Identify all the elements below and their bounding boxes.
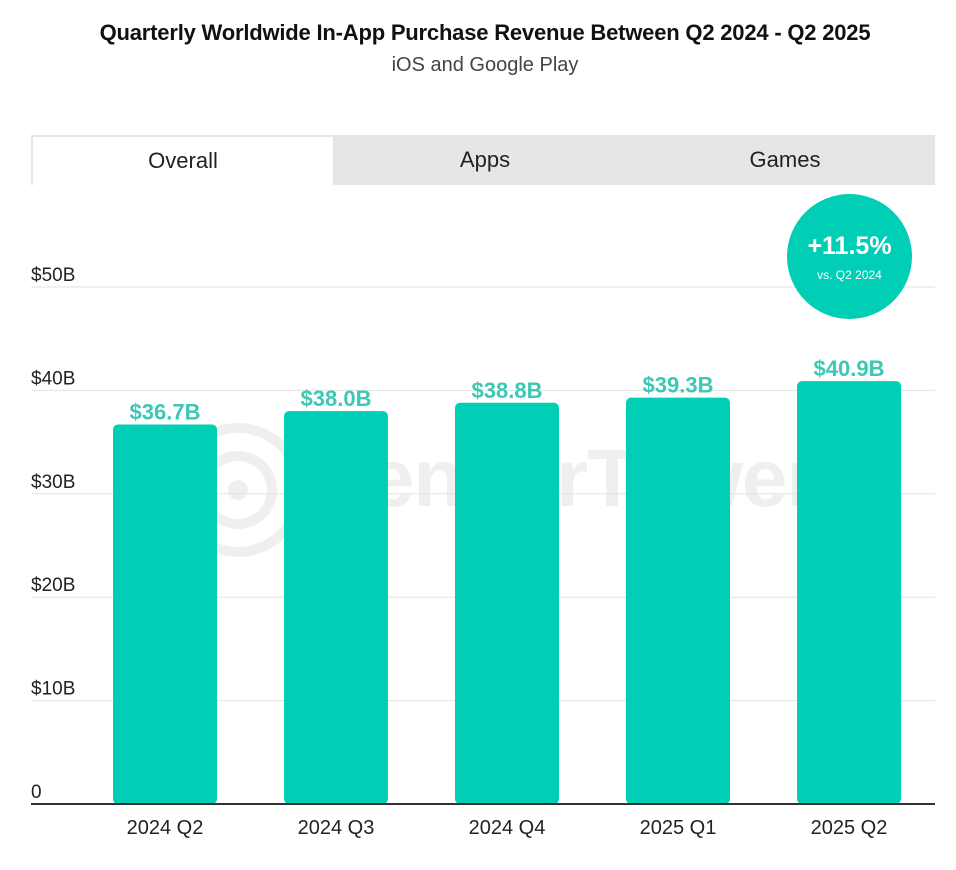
bar-value-label: $40.9B	[814, 356, 885, 381]
tab-overall[interactable]: Overall	[31, 135, 335, 185]
bar	[284, 411, 388, 804]
x-tick-label: 2024 Q4	[469, 817, 546, 839]
y-tick-label: $10B	[31, 679, 75, 700]
bar-value-label: $38.8B	[472, 378, 543, 403]
x-tick-label: 2025 Q1	[640, 817, 717, 839]
bar-value-label: $36.7B	[130, 400, 201, 425]
tab-apps[interactable]: Apps	[459, 147, 511, 172]
x-tick-label: 2024 Q2	[127, 817, 204, 839]
growth-badge-value: +11.5%	[807, 232, 892, 260]
bar-value-label: $38.0B	[301, 386, 372, 411]
bar	[626, 397, 730, 804]
bar	[797, 381, 901, 804]
growth-badge: +11.5% vs. Q2 2024	[787, 194, 912, 319]
bar-value-label: $39.3B	[643, 373, 714, 398]
x-tick-label: 2025 Q2	[811, 817, 888, 839]
bar	[113, 424, 217, 804]
y-tick-label: $50B	[31, 265, 75, 286]
y-tick-label: $40B	[31, 368, 75, 389]
y-tick-label: $30B	[31, 472, 75, 493]
chart-title: Quarterly Worldwide In-App Purchase Reve…	[99, 20, 871, 45]
bar	[455, 402, 559, 804]
x-tick-label: 2024 Q3	[298, 817, 375, 839]
tab-games[interactable]: Games	[749, 147, 821, 172]
watermark-text: SensorTower	[315, 433, 818, 524]
y-tick-label: $20B	[31, 575, 75, 596]
growth-badge-note: vs. Q2 2024	[817, 268, 882, 282]
y-tick-label: 0	[31, 782, 42, 803]
tab-bar: Overall Apps Games	[31, 135, 935, 185]
chart-subtitle: iOS and Google Play	[391, 54, 579, 76]
